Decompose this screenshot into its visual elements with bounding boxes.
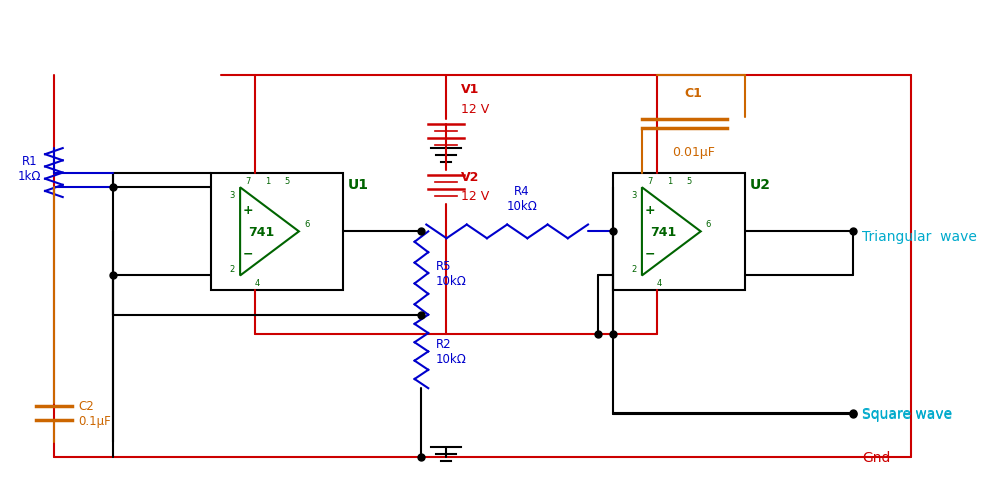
Text: 3: 3: [631, 190, 637, 199]
Text: 12 V: 12 V: [461, 103, 489, 116]
Text: 2: 2: [230, 265, 235, 274]
Text: 12 V: 12 V: [461, 190, 489, 203]
Text: U1: U1: [348, 178, 369, 192]
Text: +: +: [243, 204, 253, 217]
Bar: [211, 173, 343, 291]
Text: 1: 1: [667, 176, 672, 185]
Text: C2
0.1μF: C2 0.1μF: [78, 399, 111, 427]
Text: 5: 5: [285, 176, 290, 185]
Text: R5
10kΩ: R5 10kΩ: [436, 260, 467, 288]
Text: R1
1kΩ: R1 1kΩ: [18, 154, 41, 182]
Text: −: −: [243, 247, 253, 260]
Bar: [613, 173, 745, 291]
Text: V1: V1: [461, 83, 479, 96]
Text: R2
10kΩ: R2 10kΩ: [436, 338, 467, 366]
Text: 3: 3: [230, 190, 235, 199]
Text: 6: 6: [304, 219, 309, 228]
Text: −: −: [645, 247, 655, 260]
Text: Gnd: Gnd: [862, 450, 891, 464]
Text: R4
10kΩ: R4 10kΩ: [506, 184, 537, 212]
Text: 4: 4: [657, 278, 662, 287]
Text: Square wave: Square wave: [862, 407, 953, 421]
Text: 0.01μF: 0.01μF: [672, 146, 715, 159]
Text: 4: 4: [255, 278, 260, 287]
Text: 5: 5: [686, 176, 692, 185]
Text: 1: 1: [265, 176, 270, 185]
Text: C1: C1: [684, 87, 702, 100]
Text: Square wave: Square wave: [862, 406, 953, 420]
Text: +: +: [644, 204, 655, 217]
Text: V2: V2: [461, 170, 479, 183]
Text: 6: 6: [706, 219, 711, 228]
Text: 7: 7: [245, 176, 251, 185]
Text: Triangular  wave: Triangular wave: [862, 230, 977, 244]
Text: 741: 741: [650, 225, 677, 238]
Text: 7: 7: [647, 176, 652, 185]
Text: 741: 741: [249, 225, 275, 238]
Text: U2: U2: [750, 178, 771, 192]
Text: 2: 2: [631, 265, 637, 274]
